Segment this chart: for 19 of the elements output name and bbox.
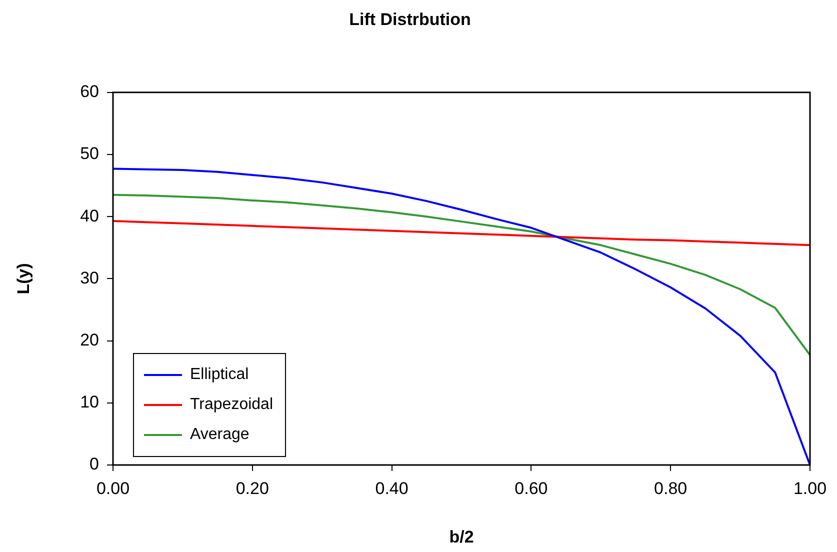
y-tick-label: 10 [80,392,99,412]
y-tick-label: 20 [80,330,99,350]
chart-title: Lift Distrbution [349,10,471,29]
x-axis-title: b/2 [449,527,474,546]
y-tick-label: 30 [80,268,99,288]
x-tick-label: 0.00 [96,478,130,498]
x-tick-label: 0.40 [375,478,408,498]
legend-label: Elliptical [190,366,249,384]
x-tick-label: 1.00 [793,478,827,498]
y-tick-label: 40 [80,206,99,226]
legend-label: Average [190,426,250,444]
x-tick-label: 0.60 [514,478,548,498]
y-axis-title: L(y) [14,263,33,294]
y-tick-label: 50 [80,144,99,164]
y-tick-label: 60 [80,82,99,102]
legend-label: Trapezoidal [190,396,274,414]
x-tick-label: 0.20 [236,478,269,498]
y-tick-label: 0 [90,454,99,474]
x-tick-label: 0.80 [654,478,688,498]
